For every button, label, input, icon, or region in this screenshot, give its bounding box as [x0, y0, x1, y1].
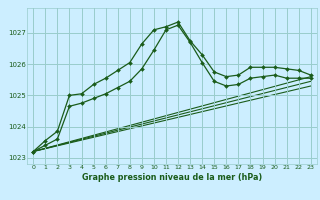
X-axis label: Graphe pression niveau de la mer (hPa): Graphe pression niveau de la mer (hPa) — [82, 173, 262, 182]
